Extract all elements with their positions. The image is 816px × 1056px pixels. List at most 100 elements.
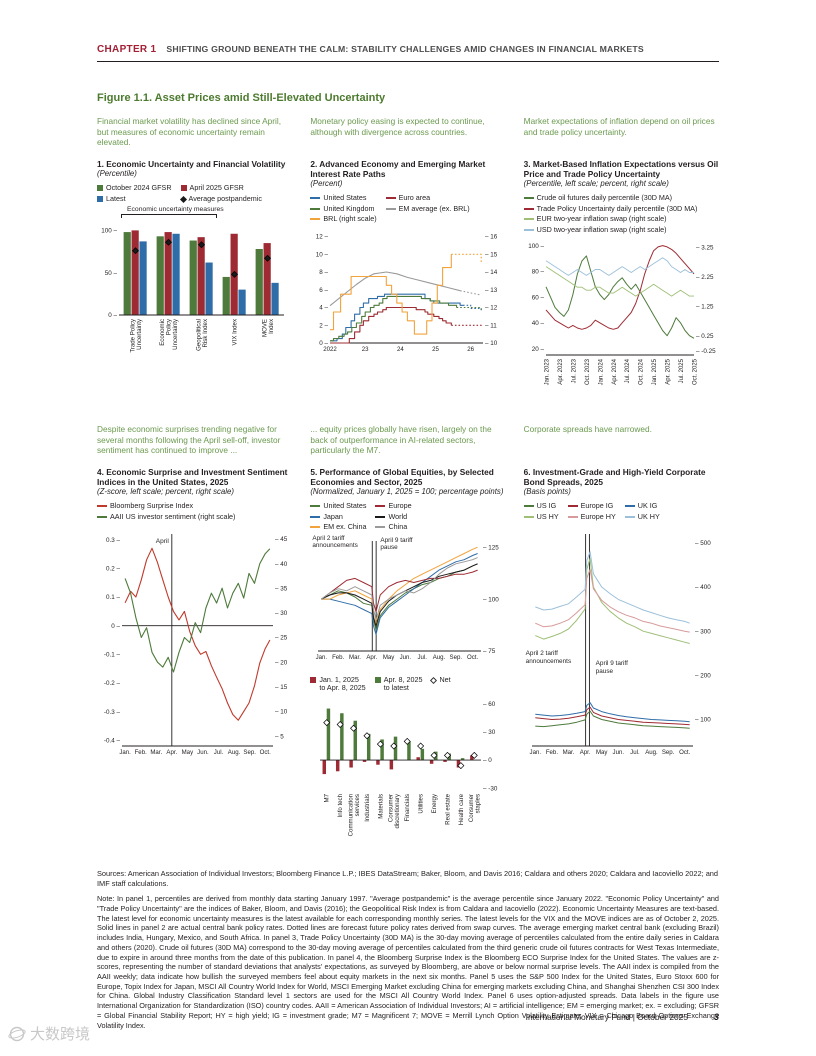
panel-1-chart: 0 –50 –100 – Trade Policy Uncertainty Econo… — [97, 221, 292, 384]
panel-5: 5. Performance of Global Equities, by Se… — [310, 456, 505, 853]
svg-text:Uncertainty: Uncertainty — [172, 318, 179, 350]
legend-swatch — [375, 526, 386, 529]
svg-text:-0.4 –: -0.4 – — [104, 738, 121, 745]
legend-swatch — [179, 195, 187, 203]
svg-text:Jan. 2024: Jan. 2024 — [598, 359, 604, 386]
svg-text:May: May — [383, 654, 395, 661]
legend-label: Bloomberg Surprise Index — [110, 501, 194, 511]
svg-text:– 16: – 16 — [485, 233, 498, 240]
svg-text:2 –: 2 – — [320, 322, 329, 329]
legend-swatch — [310, 197, 321, 200]
panel-3-subtitle: (Percentile, left scale; percent, right … — [523, 179, 669, 189]
svg-text:– 35: – 35 — [275, 586, 288, 593]
legend-item: Apr. 8, 2025 to latest — [374, 675, 422, 693]
legend-swatch — [567, 505, 578, 508]
svg-text:Jul. 2025: Jul. 2025 — [679, 359, 685, 384]
svg-text:M7: M7 — [324, 793, 331, 802]
legend-item: Jan. 1, 2025 to Apr. 8, 2025 — [310, 675, 366, 693]
svg-text:25: 25 — [432, 346, 439, 353]
svg-text:2022: 2022 — [324, 346, 338, 353]
legend-label: Net — [439, 674, 451, 684]
legend-label: US HY — [536, 511, 559, 521]
svg-text:Sep.: Sep. — [243, 749, 256, 756]
panel-row-2: 4. Economic Surprise and Investment Sent… — [97, 456, 719, 853]
panel-5-legend: United States Japan EM ex. China Europe Worl… — [310, 501, 505, 531]
legend-item: BRL (right scale) — [310, 214, 377, 223]
svg-text:– 100: – 100 — [695, 717, 711, 724]
panel-6-legend: US IG US HY Europe IG Europe HY UK IG UK HY — [523, 501, 719, 521]
panel-5-bar-legend: Jan. 1, 2025 to Apr. 8, 2025 Apr. 8, 2025… — [310, 674, 505, 693]
lead-text-4: Despite economic surprises trending nega… — [97, 424, 281, 456]
april-9-annotation: April 9 tariff pause — [595, 660, 628, 675]
legend-item: EUR two-year inflation swap (right scale… — [523, 214, 698, 223]
note-text: Note: In panel 1, percentiles are derive… — [97, 894, 719, 1030]
svg-text:Feb.: Feb. — [332, 654, 345, 661]
svg-text:– 3.25: – 3.25 — [696, 245, 714, 252]
panel-6-title: 6. Investment-Grade and High-Yield Corpo… — [523, 467, 706, 488]
chapter-label: CHAPTER 1 — [97, 44, 157, 55]
svg-text:Risk Index: Risk Index — [202, 319, 209, 347]
panel-6: 6. Investment-Grade and High-Yield Corpo… — [523, 456, 719, 853]
panel-5-top-chart: April 2 tariff announcements April 9 tar… — [310, 535, 505, 670]
legend-item: Average postpandemic — [179, 194, 262, 203]
svg-text:Jan. 2025: Jan. 2025 — [652, 359, 658, 386]
legend-item: UK IG — [624, 501, 660, 510]
legend-label: Euro area — [398, 193, 431, 203]
legend-item: Europe — [375, 501, 412, 510]
svg-text:Sep.: Sep. — [450, 654, 463, 661]
svg-text:Oct. 2025: Oct. 2025 — [692, 359, 698, 386]
legend-swatch — [523, 197, 534, 200]
legend-swatch — [97, 195, 103, 202]
legend-item: Europe HY — [567, 512, 616, 521]
svg-text:4 –: 4 – — [320, 304, 329, 311]
svg-text:– 300: – 300 — [695, 629, 711, 636]
svg-text:– 75: – 75 — [483, 648, 496, 655]
svg-text:– 0.25: – 0.25 — [696, 333, 714, 340]
svg-text:Industrials: Industrials — [364, 794, 371, 822]
lead-text-6: Corporate spreads have narrowed. — [523, 424, 652, 435]
svg-text:Jun.: Jun. — [197, 749, 209, 756]
svg-text:Jun.: Jun. — [612, 749, 624, 756]
svg-text:– 15: – 15 — [275, 684, 288, 691]
svg-text:– 1.25: – 1.25 — [696, 304, 714, 311]
svg-text:services: services — [354, 794, 361, 816]
panel-5-subtitle: (Normalized, January 1, 2025 = 100; perc… — [310, 487, 504, 497]
svg-text:Economic: Economic — [159, 319, 166, 346]
svg-text:0.3 –: 0.3 – — [106, 537, 121, 544]
svg-text:Utilities: Utilities — [418, 794, 425, 814]
svg-text:– 14: – 14 — [485, 269, 498, 276]
svg-text:-0.3 –: -0.3 – — [104, 709, 121, 716]
legend-item: US IG — [523, 501, 559, 510]
svg-text:– 400: – 400 — [695, 585, 711, 592]
legend-swatch — [523, 515, 534, 518]
april-9-annotation: April 9 tariff pause — [380, 536, 413, 552]
svg-text:Oct.: Oct. — [467, 654, 478, 661]
svg-text:– 30: – 30 — [275, 610, 288, 617]
page-number: 3 — [713, 1012, 719, 1022]
svg-text:0.2 –: 0.2 – — [106, 566, 121, 573]
svg-text:Info tech: Info tech — [337, 794, 344, 817]
april-2-annotation: April 2 tariff announcements — [525, 650, 572, 665]
legend-swatch — [523, 207, 534, 210]
watermark-globe-icon — [8, 1026, 26, 1041]
panel-4-chart: 0.3 – 0.2 – 0.1 – 0 – -0.1 – -0.2 – -0.3 – -0.4… — [97, 524, 292, 767]
legend-label: United Kingdom — [323, 203, 375, 213]
panel-1-bracket-label: Economic uncertainty measures — [127, 206, 224, 214]
panel-1-legend: October 2024 GFSR Latest April 2025 GFSR Av… — [97, 183, 292, 203]
svg-text:– 12: – 12 — [485, 304, 498, 311]
legend-label: USD two-year inflation swap (right scale… — [536, 224, 667, 234]
lead-text-1: Financial market volatility has declined… — [97, 116, 281, 148]
chapter-header: CHAPTER 1 SHIFTING GROUND BENEATH THE CA… — [97, 44, 719, 55]
svg-text:Apr. 2023: Apr. 2023 — [558, 359, 564, 385]
chapter-title: SHIFTING GROUND BENEATH THE CALM: STABIL… — [166, 44, 644, 54]
svg-text:Geopolitical: Geopolitical — [195, 319, 202, 351]
svg-text:Aug.: Aug. — [228, 749, 241, 756]
legend-item: USD two-year inflation swap (right scale… — [523, 224, 698, 234]
legend-item: EM ex. China — [310, 522, 366, 531]
svg-text:discretionary: discretionary — [394, 793, 401, 828]
svg-text:Health care: Health care — [458, 793, 465, 825]
legend-label: United States — [323, 193, 367, 203]
legend-swatch — [385, 197, 396, 200]
svg-text:May: May — [596, 749, 608, 756]
legend-swatch — [97, 185, 103, 192]
